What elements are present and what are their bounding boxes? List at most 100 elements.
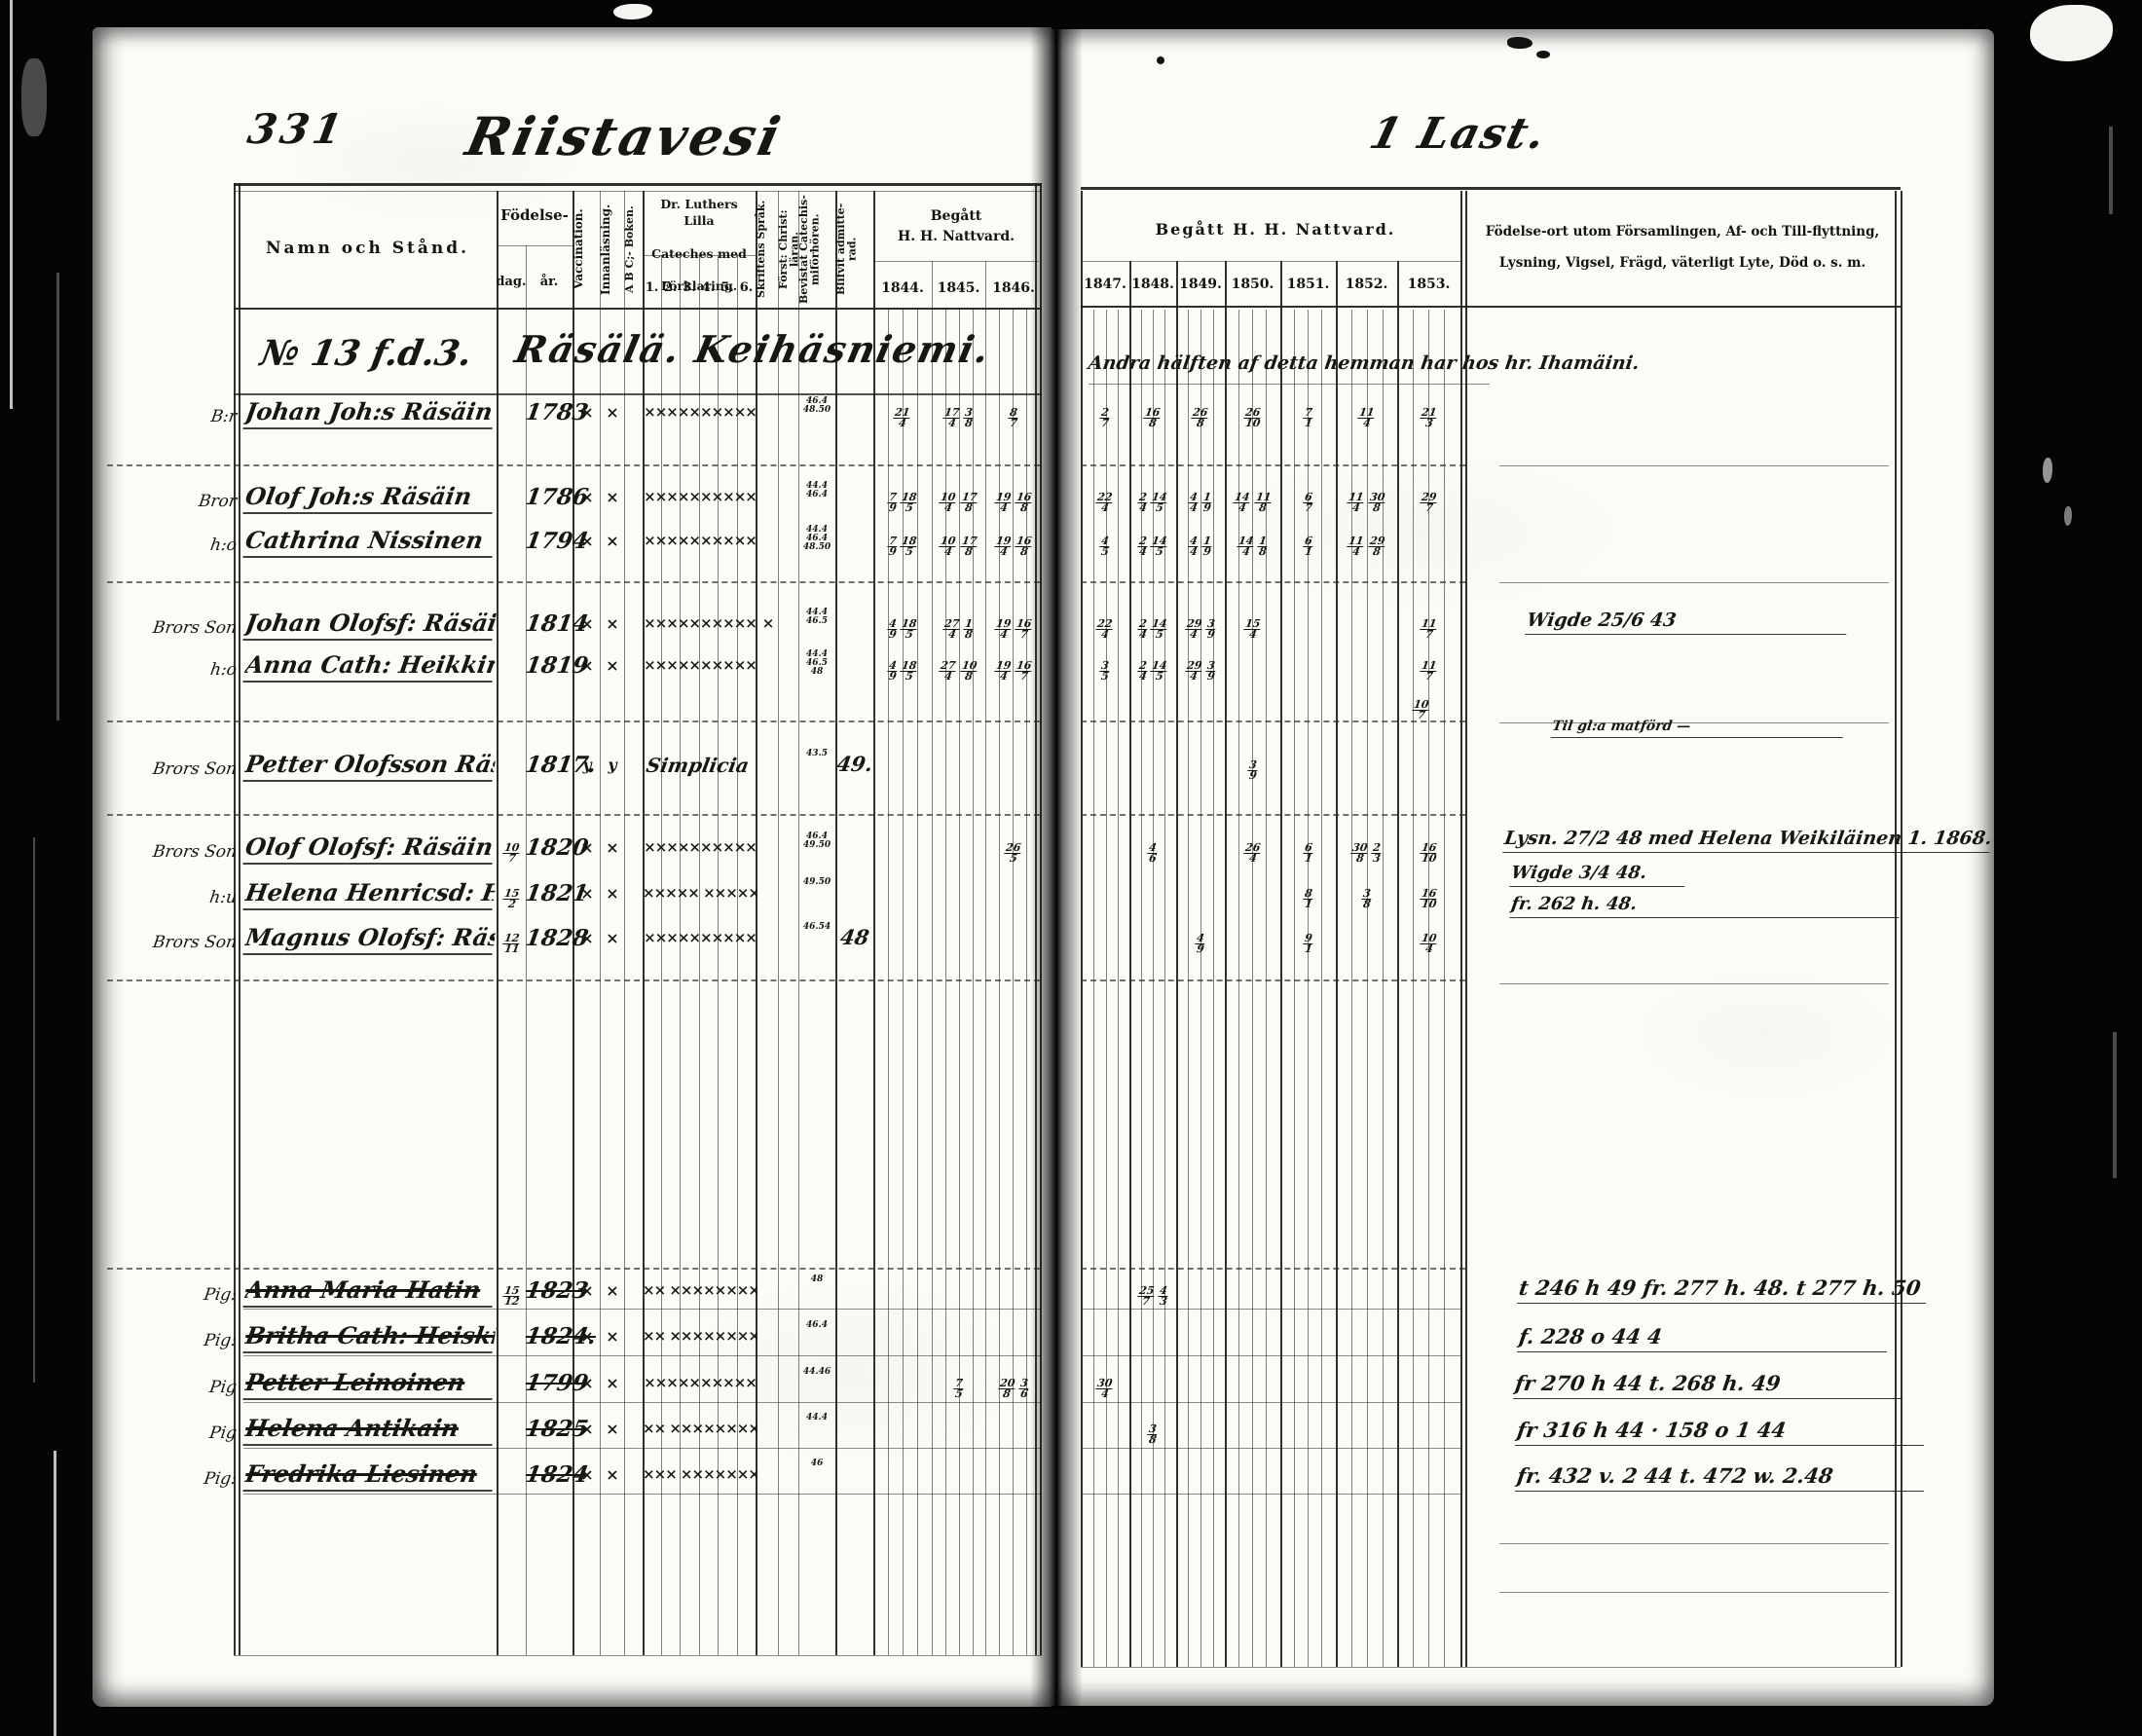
group-separator [107, 464, 1040, 466]
communion-mark: 25 7 [1136, 1284, 1156, 1308]
cateches-subcol-label: 2. [663, 280, 678, 295]
row-prefix: Brors Son [151, 759, 239, 779]
group-separator [107, 581, 1040, 583]
communion-cell: 7 9 18 5 [873, 486, 932, 514]
grid-vline [1266, 310, 1267, 1667]
year-label: 1853. [1407, 277, 1451, 292]
communion-mark: 11 7 [1420, 617, 1438, 641]
grid-vline [945, 310, 946, 1655]
communion-mark: 11 4 [1357, 406, 1376, 429]
row-prefix: Brors Son [151, 842, 239, 862]
communion-mark: 30 4 [1095, 1377, 1115, 1400]
row-rule [1081, 1402, 1460, 1403]
col-header-vaccination: Vaccination. [572, 208, 585, 290]
communion-cell: 11 7 [1397, 654, 1460, 683]
grid-vline [680, 255, 681, 1655]
film-scratch [2113, 1032, 2117, 1178]
row-name: Olof Olofsf: Räsäin [242, 832, 498, 865]
row-name: Cathrina Nissinen [242, 526, 498, 558]
communion-cell: 27 4 10 8 [932, 654, 985, 683]
vaccination-mark: × [580, 838, 594, 857]
margin-note: fr 316 h 44 · 158 o 1 44 [1514, 1418, 1929, 1446]
exam-scribble: 46.54 [802, 922, 831, 932]
communion-mark: 10 4 [939, 535, 958, 558]
communion-mark: 19 4 [993, 659, 1013, 683]
birth-year: 1824 [523, 1461, 591, 1488]
col-header-first-christendom: Först: Christ: läran. [777, 209, 801, 289]
communion-mark: 14 5 [1150, 491, 1169, 514]
header-bottom-rule [1081, 306, 1901, 308]
communion-cell: 26 10 [1225, 401, 1280, 429]
communion-mark: 16 7 [1015, 659, 1034, 683]
row-prefix: h:u [207, 888, 239, 907]
row-rule [243, 1494, 1042, 1495]
communion-mark: 29 8 [1367, 535, 1386, 558]
col-header-birth: Födelse- [500, 206, 569, 224]
vaccination-mark: × [580, 1281, 594, 1300]
birth-day: 15 2 [498, 882, 527, 910]
communion-cell: 19 4 16 8 [985, 530, 1042, 558]
cateches-marks: ×××××××××× [644, 1374, 757, 1391]
birth-day-fraction: 15 2 [502, 887, 522, 910]
row-name: Fredrika Liesinen [242, 1459, 498, 1492]
reading-mark: × [606, 1281, 619, 1300]
cateches-subcol-label: 5. [720, 280, 734, 295]
scripture-mark: × [761, 614, 775, 632]
section-number: № 13 f.d.3. [257, 333, 476, 374]
grid-vline [1901, 191, 1902, 1667]
margin-note: Lysn. 27/2 48 med Helena Weikiläinen 1. … [1502, 828, 1994, 853]
exam-scribble: 44.4 [806, 1413, 828, 1422]
group-separator [107, 720, 1040, 722]
row-prefix: Bror [197, 492, 239, 511]
communion-mark: 19 4 [993, 535, 1013, 558]
row-rule [243, 1309, 1042, 1310]
grid-vline [1164, 310, 1165, 1667]
grid-vline [798, 191, 799, 1655]
grid-vline [572, 191, 574, 1655]
row-name: Petter Olofsson Räsänen [242, 750, 498, 782]
communion-mark: 14 4 [1237, 535, 1256, 558]
grid-vline [1294, 310, 1295, 1667]
exam-scribble: 44.4 46.5 [806, 608, 828, 626]
grid-vline [1397, 261, 1399, 1667]
reading-mark: × [606, 403, 619, 422]
cateches-marks: ××××× ××××× [643, 884, 757, 902]
header-rule [497, 245, 572, 246]
film-scratch [10, 0, 13, 409]
annotation-underline [1089, 384, 1490, 385]
year-label: 1850. [1231, 277, 1274, 292]
cateches-marks: ×××××××××× [644, 403, 757, 421]
communion-cell: 29 4 3 9 [1176, 654, 1225, 683]
cateches-subcol-label: 6. [739, 280, 754, 295]
row-rule [1081, 1309, 1460, 1310]
communion-cell: 10 4 17 8 [932, 486, 985, 514]
grid-vline [1252, 310, 1253, 1667]
grid-vline [1336, 261, 1338, 1667]
grid-vline [1129, 261, 1131, 1667]
margin-note: fr. 432 v. 2 44 t. 472 w. 2.48 [1514, 1463, 1929, 1492]
reading-mark: × [606, 488, 619, 506]
grid-vline [1188, 310, 1189, 1667]
grid-vline [661, 255, 662, 1655]
communion-cell: 10 4 17 8 [932, 530, 985, 558]
communion-mark: 18 5 [900, 491, 919, 514]
row-prefix: Brors Son [151, 933, 239, 952]
vaccination-mark: × [580, 884, 594, 903]
cateches-marks: ××× ××××××× [643, 1465, 757, 1483]
row-prefix: Pig: [203, 1331, 239, 1350]
vaccination-mark: × [580, 532, 594, 550]
reading-mark: y [608, 756, 617, 774]
